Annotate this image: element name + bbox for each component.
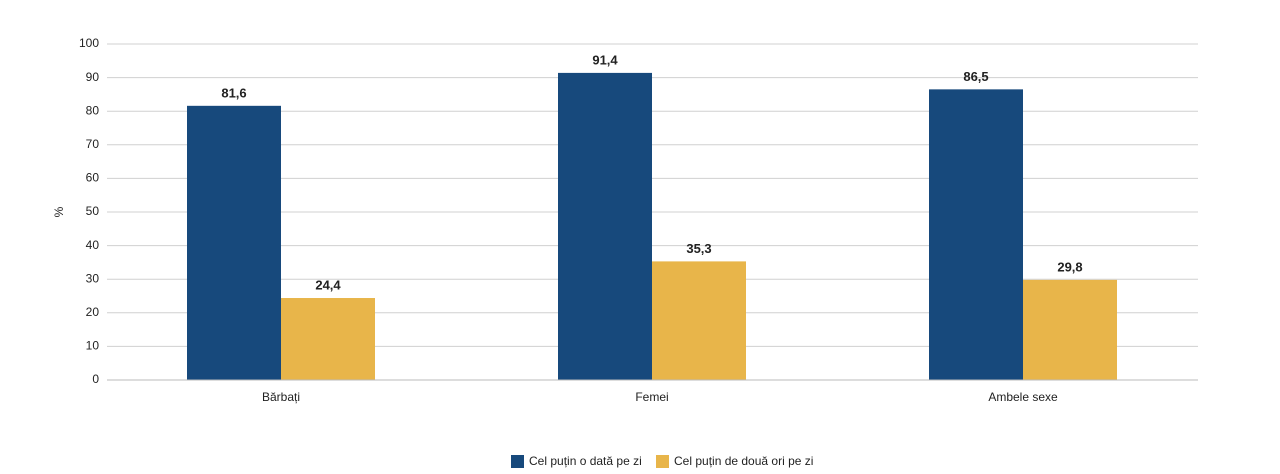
x-tick-label: Ambele sexe	[988, 390, 1058, 404]
legend-label: Cel puțin de două ori pe zi	[674, 454, 813, 468]
y-tick-label: 20	[86, 305, 100, 319]
value-label: 29,8	[1057, 259, 1082, 274]
y-tick-label: 80	[86, 103, 100, 117]
x-tick-label: Bărbați	[262, 390, 300, 404]
y-tick-label: 40	[86, 238, 100, 252]
bar	[187, 105, 281, 380]
y-tick-label: 0	[92, 372, 99, 386]
value-label: 24,4	[315, 277, 341, 292]
y-tick-label: 100	[79, 36, 99, 50]
legend-swatch	[656, 455, 669, 468]
value-label: 35,3	[686, 241, 711, 256]
bar	[1023, 279, 1117, 380]
y-tick-label: 30	[86, 271, 100, 285]
y-tick-label: 50	[86, 204, 100, 218]
value-label: 91,4	[592, 52, 618, 67]
y-axis-label: %	[52, 206, 66, 217]
x-tick-label: Femei	[635, 390, 668, 404]
y-tick-label: 10	[86, 339, 100, 353]
value-label: 86,5	[963, 69, 988, 84]
bar	[558, 72, 652, 381]
legend-swatch	[511, 455, 524, 468]
y-tick-label: 90	[86, 70, 100, 84]
bar	[929, 89, 1023, 381]
value-label: 81,6	[221, 85, 246, 100]
bar	[652, 261, 746, 380]
legend-label: Cel puțin o dată pe zi	[529, 454, 642, 468]
y-tick-label: 70	[86, 137, 100, 151]
bar	[281, 298, 375, 380]
y-tick-label: 60	[86, 171, 100, 185]
